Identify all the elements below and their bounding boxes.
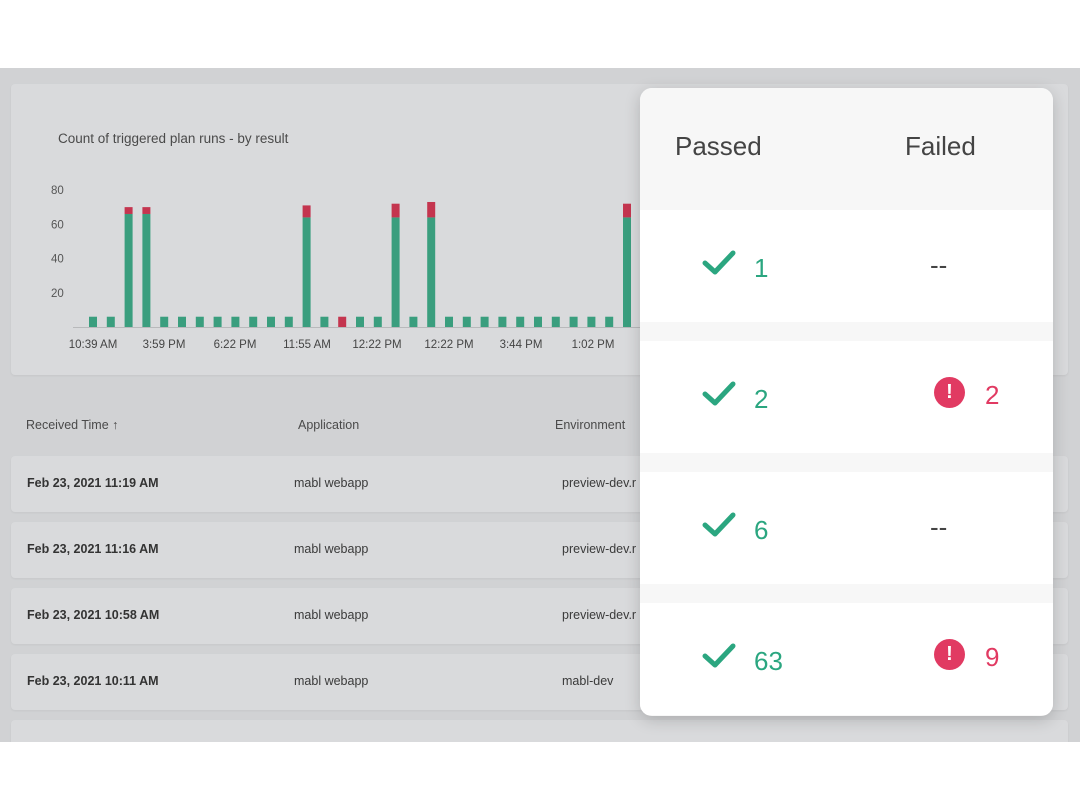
- col-header-application[interactable]: Application: [298, 418, 360, 432]
- bar-passed: [178, 316, 186, 327]
- result-row[interactable]: 6 --: [640, 472, 1053, 584]
- bar-passed: [569, 316, 578, 327]
- x-tick-label: 11:55 AM: [283, 339, 331, 351]
- bar-failed: [142, 207, 151, 214]
- bar-passed: [320, 316, 329, 327]
- failed-count-empty: --: [930, 250, 948, 280]
- check-icon: [702, 381, 736, 406]
- row-received-time: Feb 23, 2021 11:19 AM: [27, 476, 159, 490]
- passed-count: 6: [754, 515, 769, 545]
- chart-title: Count of triggered plan runs - by result: [58, 131, 289, 146]
- exclamation-icon: !: [934, 639, 965, 670]
- passed-count: 63: [754, 646, 783, 676]
- bar-passed: [623, 217, 631, 327]
- bar-passed: [587, 316, 596, 327]
- y-tick-label: 20: [51, 288, 64, 300]
- result-row[interactable]: 63 ! 9: [640, 603, 1053, 715]
- bar-passed: [534, 316, 542, 327]
- row-environment: preview-dev.r: [562, 476, 637, 490]
- x-tick-label: 3:44 PM: [500, 339, 543, 351]
- row-application: mabl webapp: [294, 476, 369, 490]
- bar-passed: [160, 316, 169, 327]
- passed-count: 1: [754, 253, 769, 283]
- x-tick-label: 1:02 PM: [572, 339, 615, 351]
- bar-failed: [427, 201, 436, 218]
- row-application: mabl webapp: [294, 608, 369, 622]
- bar-passed: [124, 213, 133, 327]
- bar-passed: [516, 316, 525, 327]
- row-received-time: Feb 23, 2021 10:11 AM: [27, 674, 159, 688]
- bar-passed: [249, 316, 258, 327]
- bar-passed: [284, 316, 293, 327]
- bar-failed: [124, 207, 133, 214]
- x-tick-label: 12:22 PM: [352, 339, 401, 351]
- x-tick-label: 3:59 PM: [143, 339, 186, 351]
- failed-count-empty: --: [930, 512, 948, 542]
- result-row[interactable]: 1 --: [640, 210, 1053, 322]
- bar-passed: [89, 316, 97, 327]
- bar-passed: [267, 316, 275, 327]
- bar-failed: [623, 203, 631, 218]
- row-application: mabl webapp: [294, 674, 369, 688]
- bar-passed: [356, 316, 364, 327]
- bar-passed: [462, 316, 471, 327]
- bar-passed: [106, 316, 115, 327]
- y-tick-label: 60: [51, 219, 64, 231]
- bar-passed: [373, 316, 382, 327]
- row-received-time: Feb 23, 2021 11:16 AM: [27, 542, 159, 556]
- bar-passed: [231, 316, 240, 327]
- plan-runs-chart: 20 40 60 80 10:39 AM 3:59 PM 6:22 PM 11:55 AM 12…: [51, 185, 651, 351]
- col-header-received-time[interactable]: Received Time ↑: [26, 418, 119, 432]
- row-environment: preview-dev.r: [562, 542, 637, 556]
- table-row-partial[interactable]: [11, 720, 1068, 742]
- check-icon: [702, 643, 736, 668]
- failed-count: 9: [985, 642, 1000, 672]
- row-received-time: Feb 23, 2021 10:58 AM: [27, 608, 160, 622]
- bar-passed: [409, 316, 418, 327]
- bar-passed: [480, 316, 489, 327]
- x-tick-label: 10:39 AM: [69, 339, 118, 351]
- bar-passed: [213, 316, 222, 327]
- check-icon: [702, 512, 736, 537]
- row-environment: preview-dev.r: [562, 608, 637, 622]
- row-environment: mabl-dev: [562, 674, 614, 688]
- passed-count: 2: [754, 384, 769, 414]
- bar-passed: [302, 217, 311, 327]
- bar-passed: [142, 213, 151, 327]
- exclamation-icon: !: [934, 377, 965, 408]
- bar-failed: [302, 205, 311, 218]
- x-tick-label: 12:22 PM: [424, 339, 473, 351]
- bar-failed: [391, 203, 400, 218]
- results-header: Passed Failed: [640, 88, 1053, 210]
- bar-failed: [338, 316, 347, 327]
- check-icon: [702, 250, 736, 275]
- results-popover: Passed Failed 1 -- 2 ! 2 6 -- 63 ! 9: [640, 88, 1053, 716]
- y-tick-label: 80: [51, 185, 64, 197]
- bar-passed: [195, 316, 204, 327]
- col-header-environment[interactable]: Environment: [555, 418, 626, 432]
- result-row[interactable]: 2 ! 2: [640, 341, 1053, 453]
- bar-passed: [551, 316, 560, 327]
- row-application: mabl webapp: [294, 542, 369, 556]
- bar-passed: [445, 316, 453, 327]
- passed-column-label: Passed: [675, 131, 762, 161]
- y-tick-label: 40: [51, 254, 64, 266]
- x-tick-label: 6:22 PM: [214, 339, 257, 351]
- bar-passed: [498, 316, 507, 327]
- failed-count: 2: [985, 380, 1000, 410]
- bar-passed: [427, 217, 436, 327]
- bar-passed: [391, 217, 400, 327]
- bar-passed: [605, 316, 614, 327]
- failed-column-label: Failed: [905, 131, 976, 161]
